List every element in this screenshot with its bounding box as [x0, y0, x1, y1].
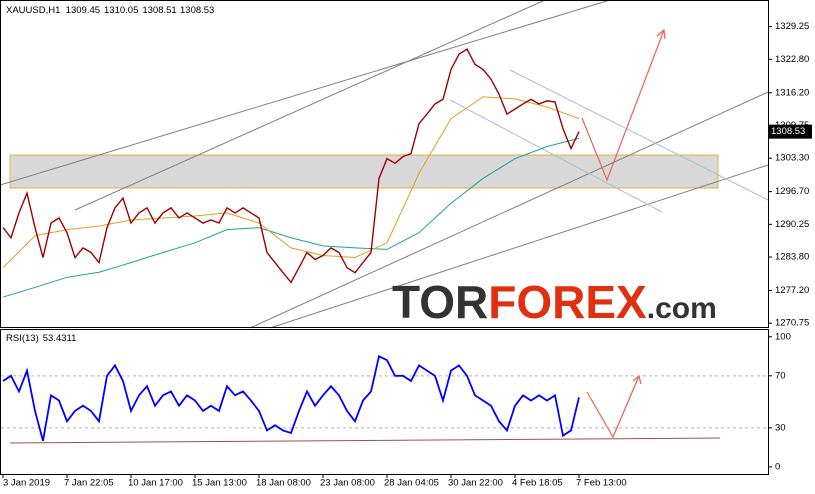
rsi-title: RSI(13) 53.4311 — [6, 333, 76, 344]
x-tick-label: 30 Jan 22:00 — [448, 478, 503, 489]
y-tick-label: 1296.70 — [775, 186, 809, 197]
ohlc-value: 1308.53 — [180, 5, 214, 16]
arrow-head — [656, 28, 666, 40]
watermark-part: FOREX — [488, 276, 647, 328]
rsi-trend-line — [9, 437, 721, 444]
x-tick-label: 4 Feb 18:05 — [512, 478, 563, 489]
trend-line — [509, 69, 769, 201]
x-tick-label: 23 Jan 08:00 — [320, 478, 375, 489]
zone — [9, 154, 719, 189]
ohlc-value: 1308.51 — [142, 5, 176, 16]
rsi-line — [2, 355, 580, 442]
x-tick-label: 15 Jan 13:00 — [192, 478, 247, 489]
ohlc-value: 1310.05 — [104, 5, 138, 16]
trend-line — [449, 99, 663, 213]
arrow-path — [586, 375, 640, 439]
forecast-arrow — [581, 28, 666, 439]
price-box-label: 1308.53 — [771, 126, 805, 137]
trend-line — [269, 164, 769, 329]
rsi-panel — [0, 329, 769, 475]
trend-line — [0, 0, 611, 186]
y-tick-label: 1322.80 — [775, 54, 809, 65]
x-tick-label: 18 Jan 08:00 — [256, 478, 311, 489]
y-tick-label: 1329.25 — [775, 21, 809, 32]
symbol: XAUUSD,H1 1309.45 1310.05 1308.51 1308.53 — [6, 5, 214, 16]
watermark-part: .com — [647, 292, 717, 325]
down-channel — [449, 69, 769, 213]
x-tick-label: 3 Jan 2019 — [3, 478, 50, 489]
y-tick-label: 1277.20 — [775, 285, 809, 296]
moving-average — [2, 96, 580, 269]
y-tick-label: 1270.75 — [775, 318, 809, 329]
price-box — [768, 124, 812, 139]
watermark-part: TOR — [392, 276, 488, 328]
ohlc-value: 1309.45 — [66, 5, 100, 16]
x-tick-label: 7 Jan 22:05 — [64, 478, 114, 489]
symbol-name: XAUUSD,H1 — [6, 5, 60, 16]
arrow-path — [581, 29, 665, 182]
trend-lines — [0, 0, 769, 329]
price-panel — [0, 0, 769, 328]
y-tick-label: 70 — [775, 370, 786, 381]
trend-line — [74, 0, 546, 211]
y-tick-label: 1316.20 — [775, 87, 809, 98]
rsi-name: RSI(13) — [6, 333, 39, 344]
y-tick-label: 1283.80 — [775, 252, 809, 263]
x-tick-label: 7 Feb 13:00 — [576, 478, 627, 489]
rsi-current: 53.4311 — [43, 333, 77, 344]
x-tick-label: 28 Jan 04:05 — [384, 478, 439, 489]
moving-average — [2, 137, 580, 298]
watermark: TORFOREX.com — [392, 276, 717, 328]
y-tick-label: 1303.30 — [775, 153, 809, 164]
y-tick-label: 100 — [775, 331, 791, 342]
y-tick-label: 0 — [775, 461, 780, 472]
y-tick-label: 30 — [775, 422, 786, 433]
price-line — [2, 48, 580, 284]
x-tick-label: 10 Jan 17:00 — [128, 478, 183, 489]
y-tick-label: 1290.25 — [775, 219, 809, 230]
trend-line — [249, 91, 769, 329]
